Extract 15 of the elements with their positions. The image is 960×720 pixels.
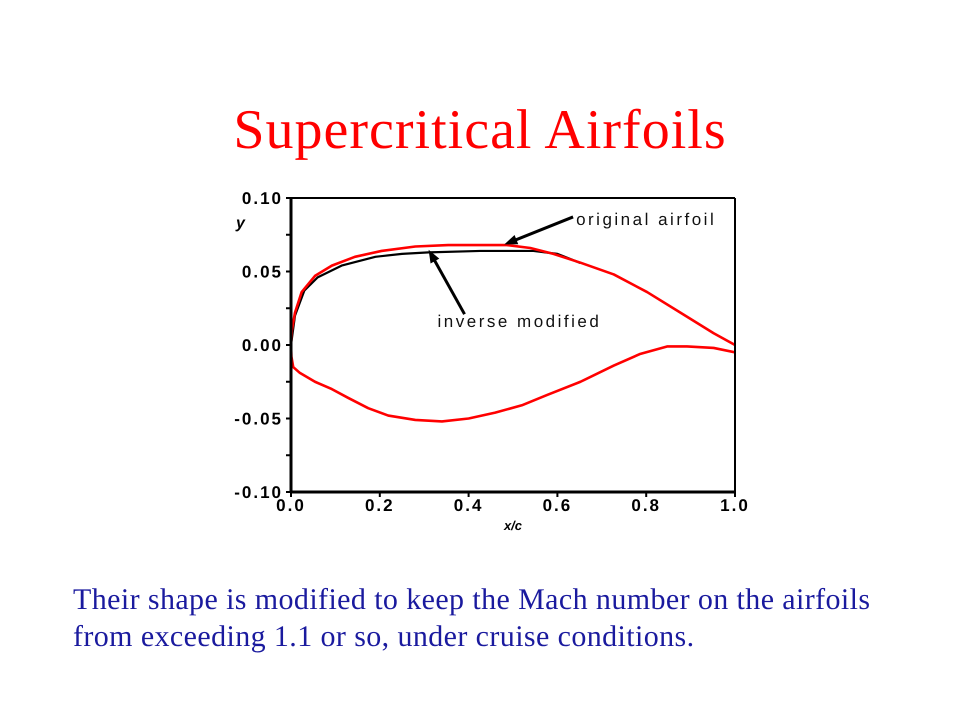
x-tick-label: 0.4	[454, 496, 484, 516]
text: Their shape is modified to keep the Mach number on the airfoils from exceeding 1.1 or so, under cruise conditions.	[73, 582, 872, 655]
y-tick-label: 0.05	[242, 262, 283, 282]
x-tick-label: 0.8	[631, 496, 662, 516]
x-tick-label: 1.0	[720, 496, 750, 516]
x-tick-label: 0.2	[364, 496, 395, 516]
annotation: original airfoil	[576, 210, 716, 229]
annotation: inverse modified	[438, 312, 602, 332]
chart-title: Supercritical Airfoils	[232, 99, 728, 161]
y-tick-label: 0.00	[242, 336, 283, 356]
x-axis-title: x/c	[502, 518, 523, 533]
y-tick-label: 0.10	[242, 189, 283, 208]
y-tick-label: -0.05	[234, 410, 283, 429]
y-axis-title: y	[236, 215, 245, 233]
x-tick-label: 0.6	[542, 496, 572, 516]
